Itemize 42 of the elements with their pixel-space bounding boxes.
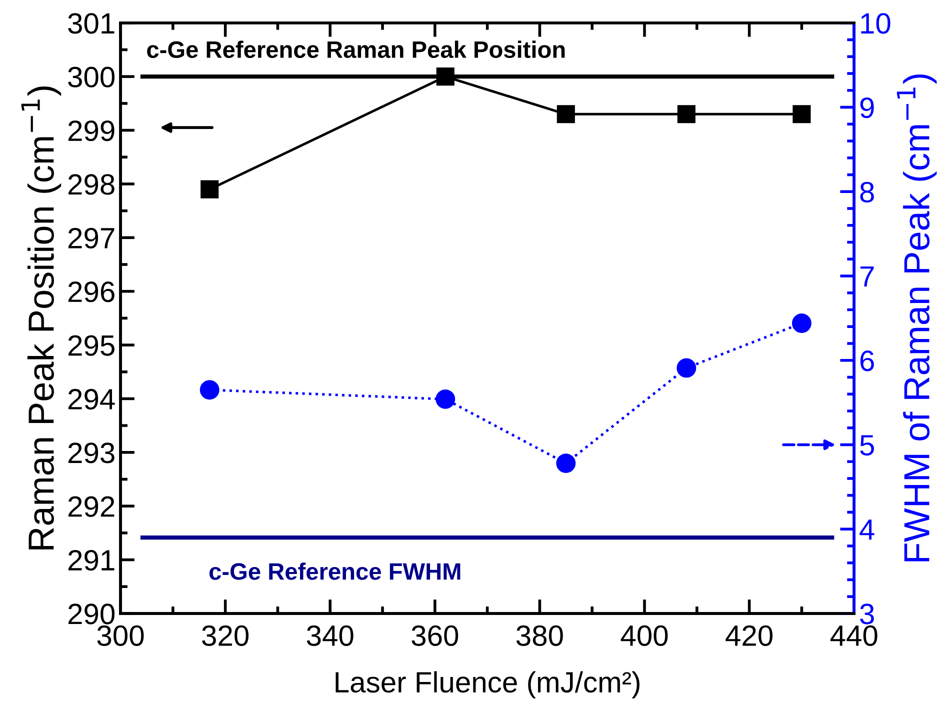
- y-tick-label: 299: [68, 120, 114, 142]
- y-tick-label: 297: [68, 228, 114, 248]
- point: [200, 380, 220, 400]
- point: [556, 105, 575, 124]
- y-tick-label: 298: [68, 174, 114, 195]
- point: [556, 454, 576, 474]
- legend-label: c-Ge Reference Raman Peak Position: [147, 40, 565, 58]
- y2-tick-label: 4: [860, 520, 874, 540]
- y-tick-label: 293: [68, 442, 114, 464]
- x-tick-label: 320: [202, 625, 249, 646]
- point: [676, 358, 696, 378]
- y2-axis-title: FWHM of Raman Peak (cm$^{−1}$): [896, 74, 937, 562]
- x-axis-title: Laser Fluence (mJ/cm²): [336, 671, 640, 698]
- y2-tick-label: 8: [860, 182, 874, 202]
- y-axis-title: Raman Peak Position (cm$^{−1}$): [21, 86, 62, 550]
- y2-tick-label: 3: [860, 604, 874, 624]
- x-tick-label: 340: [306, 625, 354, 646]
- x-tick-label: 360: [412, 625, 458, 646]
- y2-tick-label: 7: [860, 266, 874, 287]
- y-tick-label: 292: [68, 496, 114, 517]
- x-tick-label: 400: [620, 625, 668, 646]
- x-tick-label: 420: [726, 625, 772, 646]
- point: [792, 314, 812, 333]
- point: [792, 105, 811, 124]
- x-tick-label: 380: [516, 625, 563, 646]
- point: [436, 389, 456, 409]
- y-tick-label: 301: [68, 13, 114, 34]
- y-tick-label: 290: [68, 604, 115, 624]
- y2-tick-label: 6: [860, 350, 874, 372]
- y-tick-label: 291: [68, 550, 114, 571]
- y2-tick-label: 5: [860, 435, 874, 456]
- y-tick-label: 295: [68, 335, 114, 356]
- y-tick-label: 294: [68, 388, 115, 410]
- y2-tick-label: 10: [861, 13, 890, 34]
- y-tick-label: 300: [68, 66, 115, 88]
- ref-line-label: c-Ge Reference FWHM: [209, 562, 460, 580]
- x-tick-label: 300: [97, 625, 144, 646]
- y2-tick-label: 9: [860, 97, 874, 118]
- y-tick-label: 296: [68, 282, 114, 302]
- x-tick-label: 440: [830, 625, 878, 646]
- point: [677, 105, 696, 124]
- point: [200, 180, 219, 198]
